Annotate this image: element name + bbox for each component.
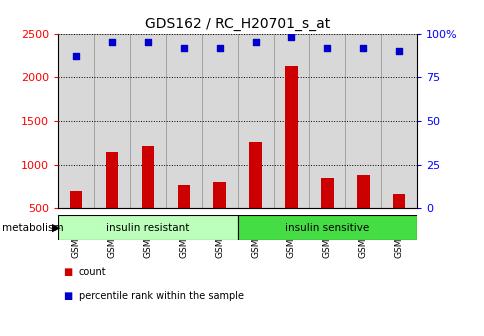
Bar bbox=[345, 34, 380, 208]
Text: insulin sensitive: insulin sensitive bbox=[285, 223, 369, 233]
Bar bbox=[201, 34, 237, 208]
Point bbox=[287, 34, 295, 40]
Text: ■: ■ bbox=[63, 291, 72, 301]
Bar bbox=[380, 34, 416, 208]
Bar bbox=[166, 34, 201, 208]
Point bbox=[323, 45, 331, 50]
Text: metabolism: metabolism bbox=[2, 223, 64, 233]
Bar bbox=[58, 34, 94, 208]
Bar bbox=[273, 34, 309, 208]
Point bbox=[215, 45, 223, 50]
Point bbox=[180, 45, 187, 50]
Bar bbox=[392, 194, 405, 252]
Point bbox=[359, 45, 366, 50]
Bar bbox=[356, 175, 369, 252]
Bar bbox=[94, 34, 130, 208]
Point bbox=[144, 40, 151, 45]
Bar bbox=[320, 178, 333, 252]
Bar bbox=[141, 146, 154, 252]
Bar bbox=[237, 215, 416, 240]
Bar bbox=[70, 191, 82, 252]
Point bbox=[108, 40, 116, 45]
Bar bbox=[177, 185, 190, 252]
Text: ▶: ▶ bbox=[52, 223, 61, 233]
Bar bbox=[58, 215, 237, 240]
Bar bbox=[106, 152, 118, 252]
Text: insulin resistant: insulin resistant bbox=[106, 223, 189, 233]
Bar bbox=[213, 182, 226, 252]
Text: percentile rank within the sample: percentile rank within the sample bbox=[78, 291, 243, 301]
Bar bbox=[130, 34, 166, 208]
Point bbox=[251, 40, 259, 45]
Title: GDS162 / RC_H20701_s_at: GDS162 / RC_H20701_s_at bbox=[145, 17, 330, 31]
Point bbox=[72, 54, 80, 59]
Text: ■: ■ bbox=[63, 267, 72, 277]
Bar bbox=[249, 142, 261, 252]
Point bbox=[394, 48, 402, 54]
Bar bbox=[285, 66, 297, 252]
Bar bbox=[237, 34, 273, 208]
Bar bbox=[309, 34, 345, 208]
Text: count: count bbox=[78, 267, 106, 277]
